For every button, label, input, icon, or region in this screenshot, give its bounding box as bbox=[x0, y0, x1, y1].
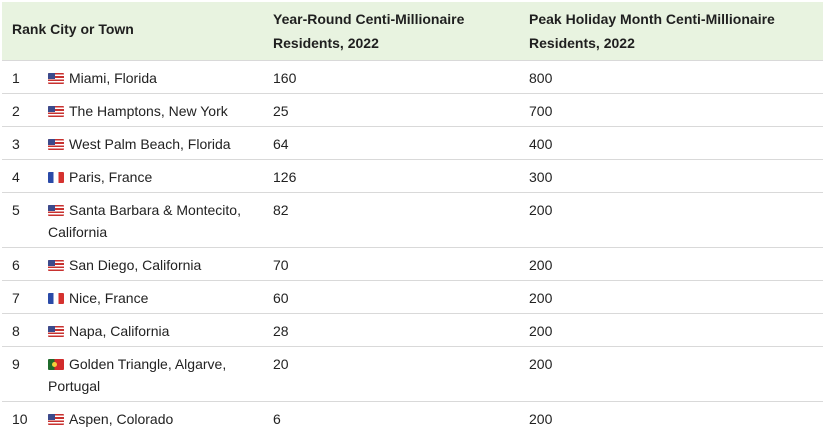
us-flag-icon bbox=[48, 205, 64, 216]
rank-cell: 5 bbox=[12, 202, 20, 218]
us-flag-icon bbox=[48, 73, 64, 84]
table-row: 4 Paris, France 126 300 bbox=[2, 159, 824, 193]
portugal-flag-icon bbox=[48, 359, 64, 370]
rank-cell: 10 bbox=[12, 411, 28, 427]
table-body: 1 Miami, Florida 160 800 2 The Hamptons,… bbox=[2, 60, 824, 435]
year-round-cell: 82 bbox=[273, 202, 289, 218]
table-row: 1 Miami, Florida 160 800 bbox=[2, 60, 824, 94]
city-cell: Paris, France bbox=[38, 160, 263, 193]
table-row: 3 West Palm Beach, Florida 64 400 bbox=[2, 126, 824, 160]
city-name: West Palm Beach, Florida bbox=[69, 136, 231, 152]
year-round-cell: 20 bbox=[273, 356, 289, 372]
rank-cell: 8 bbox=[12, 323, 20, 339]
us-flag-icon bbox=[48, 139, 64, 150]
city-cell: West Palm Beach, Florida bbox=[38, 127, 263, 160]
us-flag-icon bbox=[48, 260, 64, 271]
city-cell: Nice, France bbox=[38, 281, 263, 314]
table-row: 6 San Diego, California 70 200 bbox=[2, 247, 824, 281]
city-cell: San Diego, California bbox=[38, 248, 263, 281]
city-name: San Diego, California bbox=[69, 257, 202, 273]
rank-cell: 3 bbox=[12, 136, 20, 152]
city-name: Santa Barbara & Montecito, California bbox=[48, 202, 241, 240]
rank-cell: 1 bbox=[12, 70, 20, 86]
table-row: 9 Golden Triangle, Algarve, Portugal 20 … bbox=[2, 346, 824, 402]
header-peak-holiday: Peak Holiday Month Centi-Millionaire Res… bbox=[529, 11, 775, 51]
year-round-cell: 6 bbox=[273, 411, 281, 427]
city-name: Miami, Florida bbox=[69, 70, 157, 86]
peak-holiday-cell: 200 bbox=[529, 411, 553, 427]
table-header: Rank City or Town Year-Round Centi-Milli… bbox=[2, 2, 824, 61]
year-round-cell: 126 bbox=[273, 169, 297, 185]
city-name: Golden Triangle, Algarve, Portugal bbox=[48, 356, 227, 394]
table-row: 8 Napa, California 28 200 bbox=[2, 313, 824, 347]
rank-cell: 4 bbox=[12, 169, 20, 185]
rank-cell: 6 bbox=[12, 257, 20, 273]
header-year-round: Year-Round Centi-Millionaire Residents, … bbox=[273, 11, 465, 51]
year-round-cell: 60 bbox=[273, 290, 289, 306]
city-cell: Napa, California bbox=[38, 314, 263, 347]
year-round-cell: 64 bbox=[273, 136, 289, 152]
peak-holiday-cell: 200 bbox=[529, 257, 553, 273]
year-round-cell: 70 bbox=[273, 257, 289, 273]
city-cell: Aspen, Colorado bbox=[38, 402, 263, 435]
france-flag-icon bbox=[48, 172, 64, 183]
city-cell: The Hamptons, New York bbox=[38, 94, 263, 127]
city-name: The Hamptons, New York bbox=[69, 103, 228, 119]
year-round-cell: 25 bbox=[273, 103, 289, 119]
city-name: Paris, France bbox=[69, 169, 153, 185]
header-rank-city: Rank City or Town bbox=[12, 20, 134, 37]
table-header-row: Rank City or Town Year-Round Centi-Milli… bbox=[2, 2, 824, 61]
year-round-cell: 160 bbox=[273, 70, 297, 86]
city-cell: Santa Barbara & Montecito, California bbox=[38, 193, 263, 248]
peak-holiday-cell: 200 bbox=[529, 323, 553, 339]
table-row: 2 The Hamptons, New York 25 700 bbox=[2, 93, 824, 127]
peak-holiday-cell: 400 bbox=[529, 136, 553, 152]
centi-millionaire-table: Rank City or Town Year-Round Centi-Milli… bbox=[2, 2, 824, 435]
peak-holiday-cell: 200 bbox=[529, 202, 553, 218]
city-name: Aspen, Colorado bbox=[69, 411, 174, 427]
france-flag-icon bbox=[48, 293, 64, 304]
rank-cell: 9 bbox=[12, 356, 20, 372]
table-row: 5 Santa Barbara & Montecito, California … bbox=[2, 192, 824, 248]
peak-holiday-cell: 800 bbox=[529, 70, 553, 86]
peak-holiday-cell: 200 bbox=[529, 290, 553, 306]
city-name: Napa, California bbox=[69, 323, 170, 339]
rank-cell: 2 bbox=[12, 103, 20, 119]
peak-holiday-cell: 200 bbox=[529, 356, 553, 372]
city-name: Nice, France bbox=[69, 290, 149, 306]
us-flag-icon bbox=[48, 326, 64, 337]
city-cell: Golden Triangle, Algarve, Portugal bbox=[38, 347, 263, 402]
table-row: 7 Nice, France 60 200 bbox=[2, 280, 824, 314]
year-round-cell: 28 bbox=[273, 323, 289, 339]
table-row: 10 Aspen, Colorado 6 200 bbox=[2, 401, 824, 435]
rank-cell: 7 bbox=[12, 290, 20, 306]
city-cell: Miami, Florida bbox=[38, 61, 263, 94]
us-flag-icon bbox=[48, 106, 64, 117]
centi-millionaire-table-container: Rank City or Town Year-Round Centi-Milli… bbox=[2, 2, 824, 435]
peak-holiday-cell: 300 bbox=[529, 169, 553, 185]
peak-holiday-cell: 700 bbox=[529, 103, 553, 119]
us-flag-icon bbox=[48, 414, 64, 425]
